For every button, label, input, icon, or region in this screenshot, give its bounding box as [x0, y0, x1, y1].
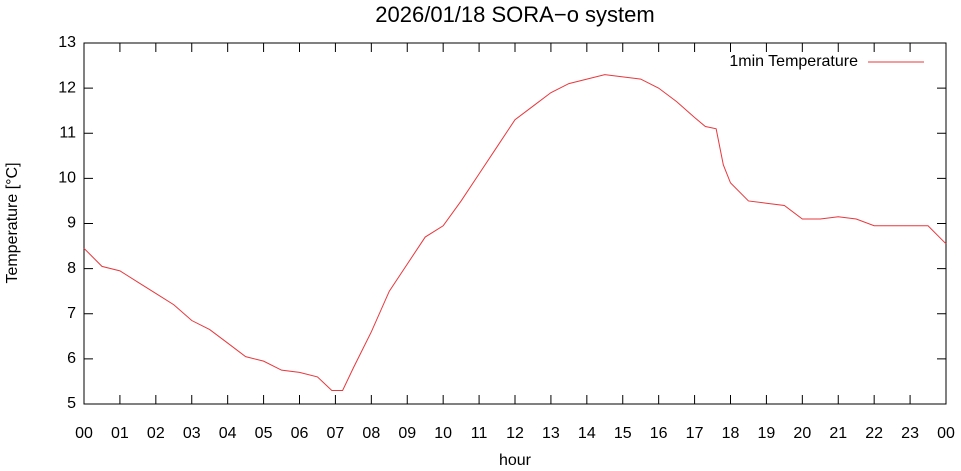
x-tick-label: 02 — [147, 425, 165, 442]
x-tick-label: 01 — [111, 425, 129, 442]
x-tick-label: 03 — [183, 425, 201, 442]
x-tick-label: 14 — [578, 425, 596, 442]
y-tick-label: 10 — [58, 170, 76, 187]
y-tick-label: 13 — [58, 34, 76, 51]
x-tick-label: 10 — [434, 425, 452, 442]
x-axis-label: hour — [499, 452, 532, 469]
x-tick-label: 00 — [937, 425, 955, 442]
x-tick-label: 21 — [829, 425, 847, 442]
x-tick-label: 12 — [506, 425, 524, 442]
y-tick-label: 9 — [67, 215, 76, 232]
x-tick-label: 23 — [901, 425, 919, 442]
y-tick-label: 11 — [59, 124, 76, 141]
y-axis-label: Temperature [°C] — [4, 162, 21, 283]
x-tick-label: 00 — [75, 425, 93, 442]
x-tick-label: 04 — [219, 425, 237, 442]
y-tick-label: 5 — [67, 395, 76, 412]
x-tick-label: 16 — [650, 425, 668, 442]
x-tick-label: 18 — [722, 425, 740, 442]
y-tick-label: 12 — [58, 79, 76, 96]
x-tick-label: 22 — [865, 425, 883, 442]
x-tick-label: 06 — [291, 425, 309, 442]
x-tick-label: 19 — [758, 425, 776, 442]
x-tick-label: 11 — [471, 425, 488, 442]
plot-frame — [83, 42, 947, 405]
x-tick-label: 05 — [255, 425, 273, 442]
y-tick-label: 6 — [67, 350, 76, 367]
x-tick-label: 13 — [542, 425, 560, 442]
x-tick-label: 20 — [793, 425, 811, 442]
x-tick-label: 09 — [398, 425, 416, 442]
y-tick-label: 8 — [67, 260, 76, 277]
legend-label: 1min Temperature — [729, 53, 858, 70]
x-tick-label: 07 — [327, 425, 345, 442]
y-tick-label: 7 — [67, 305, 76, 322]
chart-title: 2026/01/18 SORA−o system — [375, 2, 654, 27]
x-tick-label: 08 — [362, 425, 380, 442]
data-line — [83, 74, 947, 391]
x-tick-label: 17 — [686, 425, 704, 442]
x-tick-label: 15 — [614, 425, 632, 442]
